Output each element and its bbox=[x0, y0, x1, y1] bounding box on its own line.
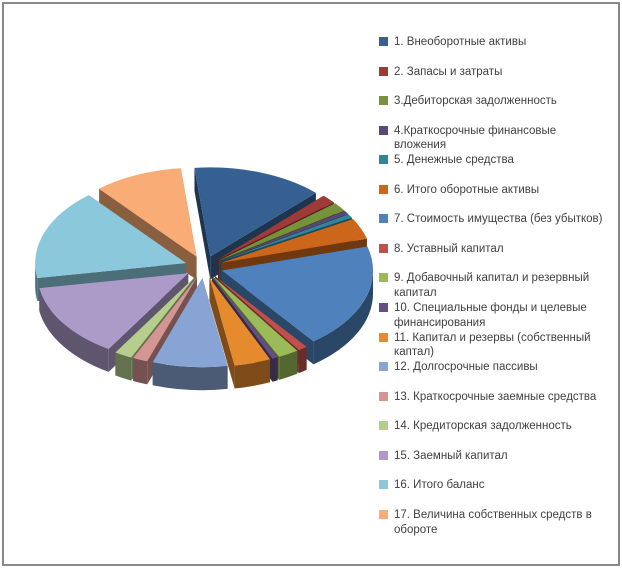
legend-label: 5. Денежные средства bbox=[394, 154, 514, 167]
legend-swatch bbox=[379, 243, 388, 253]
pie-slice-12 bbox=[152, 278, 228, 391]
legend-swatch bbox=[379, 184, 388, 194]
legend-swatch bbox=[379, 450, 388, 460]
legend-label: 4.Краткосрочные финансовые вложения bbox=[394, 124, 557, 152]
pie-chart-3d bbox=[35, 167, 374, 391]
legend-swatch bbox=[379, 273, 388, 283]
legend-item-8: 8. Уставный капитал bbox=[379, 242, 622, 272]
legend-swatch bbox=[379, 96, 388, 106]
legend-swatch bbox=[379, 480, 388, 490]
pie-slice-11 bbox=[209, 277, 270, 389]
legend-label: 7. Стоимость имущества (без убытков) bbox=[394, 213, 603, 226]
legend-label: 11. Капитал и резервы (собственный капта… bbox=[394, 331, 591, 359]
legend-label: 1. Внеоборотные активы bbox=[394, 36, 527, 48]
legend-label: 16. Итого баланс bbox=[394, 479, 485, 492]
legend-swatch bbox=[379, 391, 388, 401]
legend-swatch bbox=[379, 155, 388, 165]
legend-item-3: 3.Дебиторская задолженность bbox=[379, 94, 622, 124]
legend-swatch bbox=[379, 332, 388, 342]
legend-label: 14. Кредиторская задолженность bbox=[394, 420, 572, 433]
legend-item-6: 6. Итого оборотные активы bbox=[379, 183, 622, 213]
legend-label: 17. Величина собственных средств в оборо… bbox=[394, 508, 592, 536]
legend-item-5: 5. Денежные средства bbox=[379, 153, 622, 183]
legend-swatch bbox=[379, 66, 388, 76]
legend-label: 8. Уставный капитал bbox=[394, 242, 504, 255]
legend-item-9: 9. Добавочный капитал и резервный капита… bbox=[379, 271, 622, 301]
legend-swatch bbox=[379, 509, 388, 519]
legend-item-13: 13. Краткосрочные заемные средства bbox=[379, 390, 622, 420]
legend-item-10: 10. Специальные фонды и целевые финансир… bbox=[379, 301, 622, 331]
legend-item-11: 11. Капитал и резервы (собственный капта… bbox=[379, 331, 622, 361]
legend-item-7: 7. Стоимость имущества (без убытков) bbox=[379, 212, 622, 242]
legend-swatch bbox=[379, 303, 388, 313]
legend-swatch bbox=[379, 37, 388, 46]
legend-label: 13. Краткосрочные заемные средства bbox=[394, 390, 597, 403]
legend-label: 2. Запасы и затраты bbox=[394, 65, 503, 78]
legend-item-17: 17. Величина собственных средств в оборо… bbox=[379, 508, 622, 538]
legend-swatch bbox=[379, 214, 388, 224]
legend-label: 10. Специальные фонды и целевые финансир… bbox=[394, 302, 587, 329]
legend-item-12: 12. Долгосрочные пассивы bbox=[379, 360, 622, 390]
legend-item-14: 14. Кредиторская задолженность bbox=[379, 419, 622, 449]
legend-label: 9. Добавочный капитал и резервный капита… bbox=[394, 272, 590, 300]
legend-item-15: 15. Заемный капитал bbox=[379, 449, 622, 479]
legend-label: 3.Дебиторская задолженность bbox=[394, 95, 557, 108]
legend-label: 6. Итого оборотные активы bbox=[394, 183, 540, 196]
legend-label: 12. Долгосрочные пассивы bbox=[394, 361, 538, 374]
legend-swatch bbox=[379, 421, 388, 431]
legend-label: 15. Заемный капитал bbox=[394, 449, 508, 462]
legend-swatch bbox=[379, 125, 388, 135]
legend-item-16: 16. Итого баланс bbox=[379, 478, 622, 508]
chart-legend: 1. Внеоборотные активы 2. Запасы и затрат… bbox=[379, 35, 622, 538]
legend-item-1: 1. Внеоборотные активы bbox=[379, 35, 622, 65]
legend-swatch bbox=[379, 362, 388, 372]
legend-item-4: 4.Краткосрочные финансовые вложения bbox=[379, 124, 622, 154]
legend-item-2: 2. Запасы и затраты bbox=[379, 65, 622, 95]
